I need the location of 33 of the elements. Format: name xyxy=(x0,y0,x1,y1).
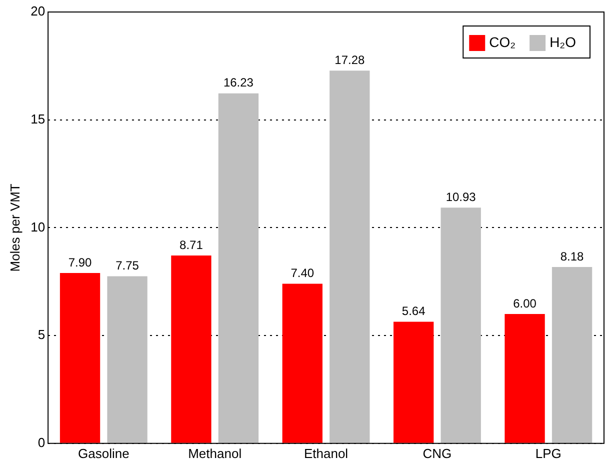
x-tick-label: Methanol xyxy=(188,446,242,461)
legend-label: H₂O xyxy=(550,34,576,50)
data-label: 16.23 xyxy=(223,76,254,90)
y-tick-label: 15 xyxy=(30,111,46,126)
bar xyxy=(171,256,212,443)
data-label: 10.93 xyxy=(446,190,476,204)
y-tick-label: 20 xyxy=(30,4,46,19)
bar xyxy=(440,208,481,443)
bar xyxy=(282,284,322,443)
bar xyxy=(107,276,148,443)
data-label: 7.75 xyxy=(116,258,140,273)
data-label: 8.71 xyxy=(180,238,204,252)
x-tick-label: Ethanol xyxy=(304,446,348,461)
x-tick-label: CNG xyxy=(422,446,452,461)
y-tick-label: 10 xyxy=(30,219,46,234)
y-tick-label: 5 xyxy=(38,327,46,342)
data-label: 6.00 xyxy=(513,296,537,310)
bar xyxy=(60,272,100,443)
x-tick-label: LPG xyxy=(535,446,562,461)
x-tick-label: Gasoline xyxy=(78,446,130,461)
bar xyxy=(552,266,592,443)
bar xyxy=(504,314,545,443)
bar xyxy=(330,70,370,443)
y-axis-title: Moles per VMT xyxy=(7,184,22,272)
data-label: 5.64 xyxy=(402,304,426,318)
data-label: 7.90 xyxy=(68,255,92,270)
data-label: 8.18 xyxy=(560,249,584,264)
bar xyxy=(394,322,434,443)
bar xyxy=(218,93,259,443)
legend-label: CO₂ xyxy=(489,34,516,50)
y-tick-label: 0 xyxy=(38,434,46,450)
data-label: 17.28 xyxy=(334,52,365,67)
data-label: 7.40 xyxy=(290,266,314,280)
